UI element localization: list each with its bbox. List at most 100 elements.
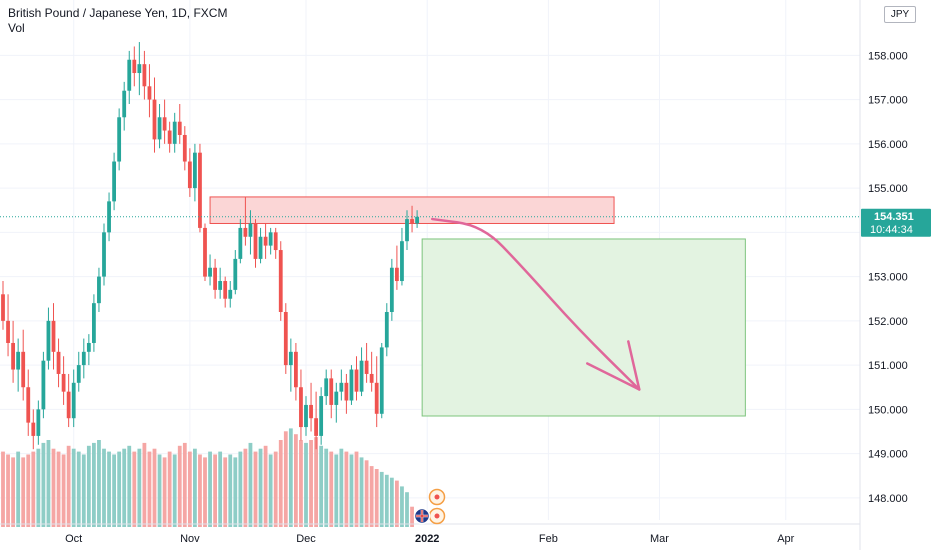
candle-body [167, 130, 172, 144]
volume-bar [162, 457, 167, 527]
volume-bar [86, 445, 91, 527]
candle-body [258, 236, 263, 259]
volume-bar [56, 451, 61, 527]
volume-bar [329, 451, 334, 527]
candle-body [122, 90, 127, 118]
last-price-value: 154.351 [874, 211, 914, 223]
y-tick-label: 153.000 [868, 272, 908, 284]
candle-body [46, 320, 51, 361]
volume-bar [147, 451, 152, 527]
volume-bar [344, 451, 349, 527]
last-price-badge [861, 208, 931, 237]
last-price-countdown: 10:44:34 [870, 224, 913, 236]
volume-bar [66, 445, 71, 527]
volume-bar [21, 457, 26, 527]
candle-body [172, 121, 177, 144]
volume-label: Vol [8, 21, 25, 35]
candle-body [86, 342, 91, 352]
volume-bar [46, 440, 51, 527]
volume-bar [208, 451, 212, 527]
candle-body [374, 382, 379, 414]
volume-bar [243, 448, 248, 527]
volume-bar [283, 431, 288, 527]
candle-body [223, 281, 228, 299]
candle-body [92, 303, 96, 343]
volume-bar [193, 448, 197, 527]
volume-bar [102, 448, 106, 527]
candle-body [304, 404, 308, 428]
volume-bar [395, 480, 399, 527]
candle-body [51, 320, 56, 352]
candle-body [26, 387, 31, 423]
candle-body [243, 227, 248, 237]
candle-body [253, 223, 258, 259]
volume-bar [107, 451, 111, 527]
volume-bar [273, 451, 278, 527]
volume-bar [97, 440, 101, 527]
volume-bar [157, 454, 162, 527]
candle-body [314, 418, 318, 436]
forecast-arrow-path[interactable] [431, 217, 641, 391]
volume-bar [369, 466, 374, 527]
candle-body [319, 396, 324, 436]
y-tick-label: 156.000 [868, 139, 908, 151]
volume-bar [137, 448, 142, 527]
volume-bar [172, 454, 177, 527]
candle-body [349, 369, 354, 401]
candle-body [31, 422, 36, 436]
volume-bar [76, 451, 81, 527]
candle-body [112, 161, 116, 202]
target-zone[interactable] [421, 238, 746, 417]
volume-bar [288, 428, 293, 527]
candle-body [379, 347, 384, 414]
y-tick-label: 149.000 [868, 449, 908, 461]
y-tick-label: 155.000 [868, 183, 908, 195]
volume-bar [410, 506, 414, 527]
volume-bar [228, 454, 233, 527]
y-tick-label: 150.000 [868, 404, 908, 416]
x-tick-label: Nov [180, 533, 200, 545]
candle-body [1, 294, 5, 321]
candle-body [389, 267, 394, 312]
y-tick-label: 148.000 [868, 493, 908, 505]
y-tick-label: 157.000 [868, 95, 908, 107]
volume-bar [268, 454, 273, 527]
candle-body [102, 232, 106, 277]
forecast-arrow[interactable] [431, 217, 641, 391]
x-tick-label: 2022 [415, 533, 439, 545]
candle-body [36, 409, 41, 436]
volume-bar [253, 451, 258, 527]
candle-body [283, 312, 288, 366]
candle-body [6, 320, 10, 343]
volume-bar [36, 448, 41, 527]
volume-bar [112, 454, 116, 527]
forecast-arrowhead[interactable] [586, 340, 641, 391]
x-tick-label: Apr [777, 533, 794, 545]
volume-bars [1, 428, 414, 527]
volume-bar [389, 477, 394, 527]
candle-body [76, 365, 81, 383]
volume-bar [152, 448, 157, 527]
drawing-zones[interactable] [209, 196, 746, 417]
volume-bar [238, 451, 243, 527]
candlesticks [1, 42, 419, 450]
volume-bar [132, 451, 137, 527]
volume-bar [122, 448, 127, 527]
candle-body [273, 232, 278, 251]
candle-body [294, 351, 298, 388]
candle-body [238, 227, 243, 259]
candle-body [268, 232, 273, 246]
currency-badge[interactable]: JPY [884, 6, 916, 23]
volume-bar [405, 492, 409, 527]
volume-bar [51, 448, 56, 527]
candle-body [97, 276, 101, 304]
candle-body [117, 117, 122, 162]
event-markers[interactable] [413, 488, 446, 525]
y-tick-label: 152.000 [868, 316, 908, 328]
volume-bar [233, 457, 238, 527]
candle-body [177, 121, 182, 135]
volume-bar [354, 451, 359, 527]
volume-bar [339, 448, 344, 527]
volume-bar [11, 457, 15, 527]
